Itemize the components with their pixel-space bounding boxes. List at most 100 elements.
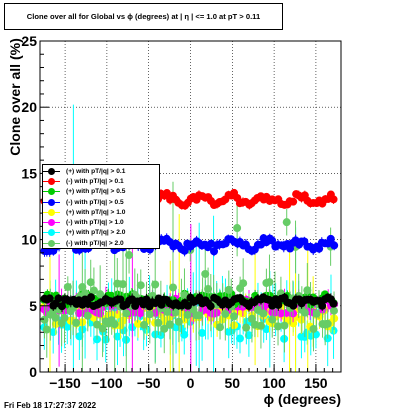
data-point bbox=[244, 331, 253, 340]
legend-marker bbox=[43, 187, 60, 196]
legend-label: (+) with pT/|q| > 0.1 bbox=[66, 167, 126, 175]
data-point bbox=[136, 309, 145, 318]
data-point bbox=[42, 325, 51, 334]
legend-marker bbox=[43, 218, 60, 227]
data-point bbox=[235, 334, 244, 343]
data-point bbox=[268, 236, 277, 245]
data-point bbox=[148, 291, 157, 300]
data-point bbox=[89, 286, 98, 295]
data-point bbox=[60, 313, 69, 322]
data-point bbox=[329, 299, 338, 308]
data-point bbox=[122, 309, 131, 318]
data-point bbox=[282, 218, 291, 227]
data-point bbox=[195, 311, 204, 320]
data-point bbox=[204, 284, 213, 293]
data-point bbox=[57, 302, 66, 311]
legend-entry: (+) with pT/|q| > 2.0 bbox=[43, 228, 159, 238]
data-point bbox=[162, 189, 171, 198]
data-point bbox=[250, 320, 259, 329]
x-tick-label: 100 bbox=[262, 375, 286, 391]
data-point bbox=[329, 326, 338, 335]
legend-label: (-) with pT/|q| > 2.0 bbox=[66, 239, 124, 247]
legend-entry: (+) with pT/|q| > 1.0 bbox=[43, 207, 159, 217]
data-point bbox=[87, 293, 96, 302]
data-point bbox=[259, 309, 268, 318]
legend-entry: (-) with pT/|q| > 0.5 bbox=[43, 197, 159, 207]
data-point bbox=[233, 224, 242, 233]
y-axis-label: Clone over all (%) bbox=[7, 38, 23, 156]
data-point bbox=[163, 307, 172, 316]
data-point bbox=[216, 323, 225, 332]
data-point bbox=[326, 234, 335, 243]
data-point bbox=[54, 294, 63, 303]
series-0 bbox=[40, 292, 338, 313]
legend-label: (+) with pT/|q| > 1.0 bbox=[66, 208, 126, 216]
data-layer bbox=[39, 104, 339, 372]
data-point bbox=[265, 278, 274, 287]
y-tick-label: 5 bbox=[29, 298, 37, 314]
chart-title-box: Clone over all for Global vs ϕ (degrees)… bbox=[4, 3, 283, 30]
data-point bbox=[86, 278, 95, 287]
data-point bbox=[183, 301, 192, 310]
data-point bbox=[113, 332, 122, 341]
data-point bbox=[45, 294, 54, 303]
x-tick-label: −100 bbox=[91, 375, 123, 391]
legend-label: (+) with pT/|q| > 2.0 bbox=[66, 229, 126, 237]
data-point bbox=[78, 283, 87, 292]
data-point bbox=[180, 246, 189, 255]
data-point bbox=[289, 197, 298, 206]
x-tick-label: 0 bbox=[187, 375, 195, 391]
data-point bbox=[274, 322, 283, 331]
data-point bbox=[289, 301, 298, 310]
data-point bbox=[160, 324, 169, 333]
data-point bbox=[247, 314, 256, 323]
data-point bbox=[83, 311, 92, 320]
data-point bbox=[268, 315, 277, 324]
y-tick-label: 15 bbox=[21, 165, 37, 181]
data-point bbox=[180, 330, 189, 339]
x-tick-label: 150 bbox=[304, 375, 328, 391]
data-point bbox=[116, 295, 125, 304]
data-point bbox=[92, 320, 101, 329]
legend-entry: (-) with pT/|q| > 1.0 bbox=[43, 217, 159, 227]
data-point bbox=[151, 280, 160, 289]
legend-label: (-) with pT/|q| > 0.1 bbox=[66, 177, 124, 185]
data-point bbox=[110, 320, 119, 329]
datestamp: Fri Feb 18 17:27:37 2022 bbox=[4, 401, 97, 410]
x-axis-label: ϕ (degrees) bbox=[263, 391, 341, 407]
data-point bbox=[98, 324, 107, 333]
data-point bbox=[274, 300, 283, 309]
legend: (+) with pT/|q| > 0.1 (-) with pT/|q| > 0… bbox=[42, 164, 160, 249]
x-tick-label: 50 bbox=[225, 375, 241, 391]
legend-entry: (-) with pT/|q| > 2.0 bbox=[43, 238, 159, 248]
data-point bbox=[297, 315, 306, 324]
data-point bbox=[136, 281, 145, 290]
y-tick-label: 20 bbox=[21, 99, 37, 115]
data-point bbox=[51, 313, 60, 322]
x-tick-label: −50 bbox=[137, 375, 161, 391]
data-point bbox=[75, 332, 84, 341]
data-point bbox=[323, 319, 332, 328]
data-point bbox=[303, 286, 312, 295]
legend-marker bbox=[43, 239, 60, 248]
data-point bbox=[63, 283, 72, 292]
data-point bbox=[81, 289, 90, 298]
y-tick-label: 0 bbox=[29, 364, 37, 380]
chart-title: Clone over all for Global vs ϕ (degrees)… bbox=[26, 12, 261, 21]
data-point bbox=[242, 323, 251, 332]
y-tick-label: 25 bbox=[21, 33, 37, 49]
legend-marker bbox=[43, 167, 60, 176]
data-point bbox=[268, 301, 277, 310]
data-point bbox=[329, 195, 338, 204]
data-point bbox=[168, 283, 177, 292]
data-point bbox=[145, 310, 154, 319]
data-point bbox=[329, 306, 338, 315]
data-point bbox=[309, 324, 318, 333]
data-point bbox=[318, 301, 327, 310]
legend-marker bbox=[43, 208, 60, 217]
y-tick-label: 10 bbox=[21, 232, 37, 248]
data-point bbox=[72, 318, 81, 327]
legend-label: (-) with pT/|q| > 0.5 bbox=[66, 198, 124, 206]
data-point bbox=[165, 320, 174, 329]
tick-layer: −150 −100 −50 0 50 100 150 0 5 10 15 20 25 bbox=[21, 33, 334, 391]
